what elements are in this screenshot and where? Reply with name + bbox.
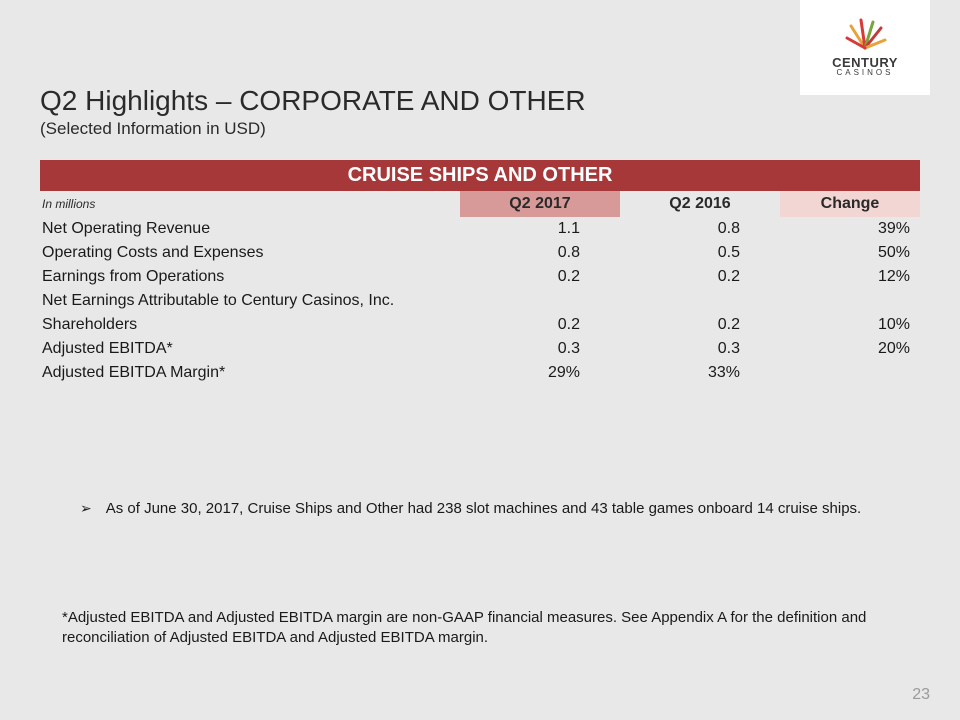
table-row: Net Earnings Attributable to Century Cas…: [40, 289, 920, 313]
slide-subtitle: (Selected Information in USD): [40, 119, 586, 139]
bullet-text: As of June 30, 2017, Cruise Ships and Ot…: [106, 500, 861, 517]
row-value-3: 20%: [780, 340, 920, 358]
row-value-3: 12%: [780, 268, 920, 286]
col-header-2: Q2 2016: [620, 191, 780, 217]
unit-label: In millions: [40, 191, 460, 217]
logo-line2: CASINOS: [836, 69, 893, 77]
table-row: Net Operating Revenue1.10.839%: [40, 217, 920, 241]
row-value-3: 50%: [780, 244, 920, 262]
footnote: *Adjusted EBITDA and Adjusted EBITDA mar…: [62, 608, 902, 647]
page-number: 23: [912, 686, 930, 704]
bullet-note: ➢ As of June 30, 2017, Cruise Ships and …: [80, 500, 910, 517]
row-value-1: 0.2: [460, 316, 620, 334]
row-label: Operating Costs and Expenses: [40, 244, 460, 262]
row-value-3: [780, 364, 920, 382]
company-logo: CENTURY CASINOS: [800, 0, 930, 95]
row-label: Adjusted EBITDA*: [40, 340, 460, 358]
slide-title: Q2 Highlights – CORPORATE AND OTHER: [40, 85, 586, 117]
row-value-1: 1.1: [460, 220, 620, 238]
row-value-2: 0.2: [620, 268, 780, 286]
table-row: Operating Costs and Expenses0.80.550%: [40, 241, 920, 265]
row-label: Shareholders: [40, 316, 460, 334]
table-header-row: In millions Q2 2017 Q2 2016 Change: [40, 191, 920, 217]
row-label: Earnings from Operations: [40, 268, 460, 286]
slide-header: Q2 Highlights – CORPORATE AND OTHER (Sel…: [40, 85, 586, 139]
row-value-1: 0.8: [460, 244, 620, 262]
row-value-2: 0.5: [620, 244, 780, 262]
table-row: Earnings from Operations0.20.212%: [40, 265, 920, 289]
table-row: Shareholders0.20.210%: [40, 313, 920, 337]
bullet-icon: ➢: [80, 500, 92, 517]
col-header-3: Change: [780, 191, 920, 217]
row-value-3: 39%: [780, 220, 920, 238]
table-banner: CRUISE SHIPS AND OTHER: [40, 160, 920, 191]
table-row: Adjusted EBITDA Margin*29%33%: [40, 361, 920, 385]
row-label: Adjusted EBITDA Margin*: [40, 364, 460, 382]
row-value-2: 0.2: [620, 316, 780, 334]
row-label: Net Earnings Attributable to Century Cas…: [40, 292, 460, 310]
row-value-2: [620, 292, 780, 310]
row-value-2: 33%: [620, 364, 780, 382]
logo-burst-icon: [841, 18, 889, 54]
row-value-1: 0.2: [460, 268, 620, 286]
row-value-1: 29%: [460, 364, 620, 382]
row-value-2: 0.3: [620, 340, 780, 358]
row-value-1: [460, 292, 620, 310]
row-value-3: [780, 292, 920, 310]
row-label: Net Operating Revenue: [40, 220, 460, 238]
row-value-2: 0.8: [620, 220, 780, 238]
financial-table: CRUISE SHIPS AND OTHER In millions Q2 20…: [40, 160, 920, 385]
col-header-1: Q2 2017: [460, 191, 620, 217]
table-row: Adjusted EBITDA*0.30.320%: [40, 337, 920, 361]
row-value-3: 10%: [780, 316, 920, 334]
row-value-1: 0.3: [460, 340, 620, 358]
